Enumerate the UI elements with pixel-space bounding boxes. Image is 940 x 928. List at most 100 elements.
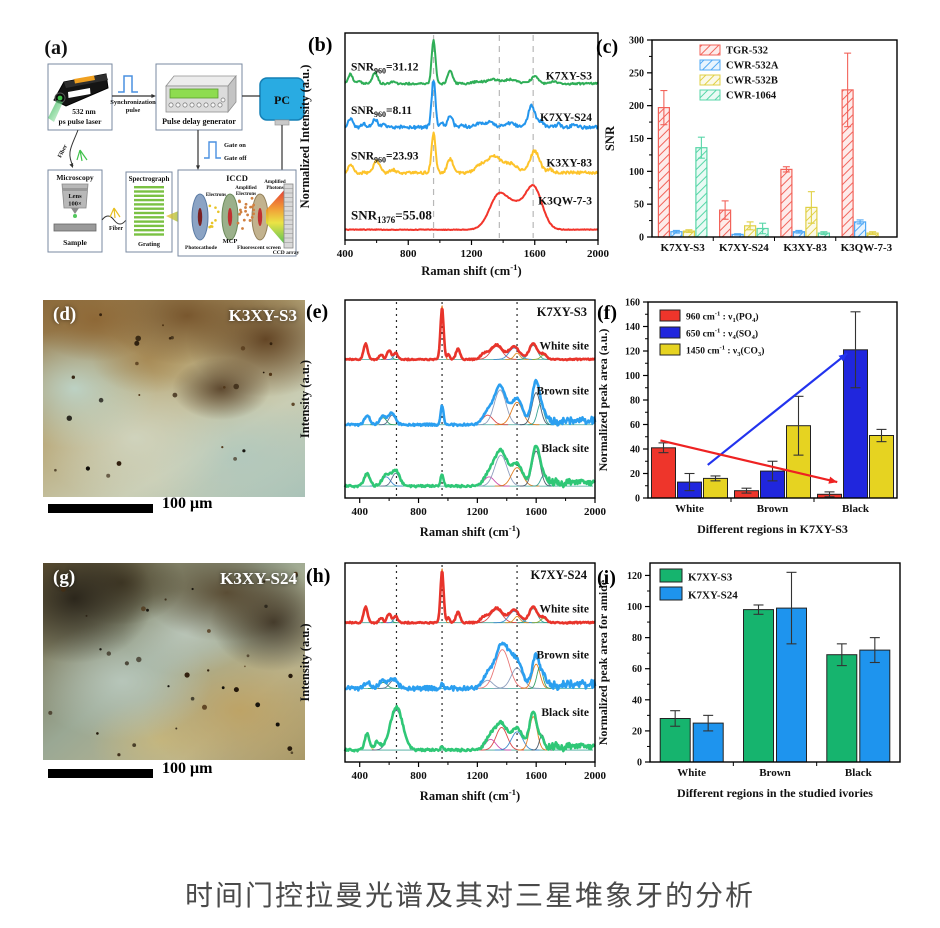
legend-label: CWR-532A <box>726 61 779 72</box>
amplified-electron-dot <box>252 212 256 216</box>
grating-line <box>134 207 164 210</box>
plot-border <box>344 299 596 499</box>
raman-snr-spectra-chart: 400 800 1200 1600 2000K7XY-S3SNR960=31.12K7X… <box>298 32 610 278</box>
tspan: CWR-532A <box>726 61 779 72</box>
x-axis-label: Raman shift (cm-1) <box>420 523 520 539</box>
legend-label: 650 cm-1 : ν4(SO4) <box>686 328 758 341</box>
tspan: K3QW-7-3 <box>538 196 592 208</box>
gate-pulse-glyph <box>204 141 221 159</box>
legend-swatch <box>659 343 681 356</box>
fit-component-curve <box>516 608 550 624</box>
x-tick-label: 2000 <box>584 770 607 782</box>
grating-line <box>134 190 164 193</box>
tspan: SNR <box>351 151 375 163</box>
tspan: SNR <box>351 208 378 223</box>
tspan: Normalized peak area for amide <box>596 579 610 745</box>
tspan: Intensity (a.u.) <box>298 623 312 701</box>
pc-label: PC <box>274 93 290 107</box>
mineral-speck <box>96 732 99 735</box>
scale-label: 100 μm <box>162 760 213 777</box>
mineral-speck <box>242 449 246 453</box>
spectrum-curve <box>344 80 599 130</box>
mineral-speck <box>66 415 72 421</box>
amplified-electron-dot <box>239 208 242 212</box>
mineral-speck <box>287 746 293 751</box>
category-label: White <box>677 767 706 779</box>
tspan: Normalized Intensity (a.u.) <box>298 65 312 209</box>
grating-line <box>134 194 164 197</box>
tspan: 1 <box>732 317 735 324</box>
mineral-speck <box>146 608 149 612</box>
legend-swatch <box>659 309 681 322</box>
mineral-speck <box>85 614 88 617</box>
tspan: CWR-1064 <box>726 91 777 102</box>
mineral-speck <box>167 685 170 688</box>
tspan: 1376 <box>377 215 396 225</box>
iccd-disc-slit <box>197 208 203 226</box>
tspan: 3 <box>737 351 741 358</box>
objective-band <box>62 188 88 191</box>
tspan: SNR <box>603 125 617 151</box>
series-label: White site <box>539 604 589 616</box>
mineral-speck <box>135 335 141 342</box>
fit-component-curve <box>472 346 520 360</box>
bar <box>869 435 894 499</box>
mineral-speck <box>293 571 298 576</box>
y-tick-label: 160 <box>625 298 640 309</box>
legend-swatch <box>659 568 683 583</box>
tspan: (PO <box>736 312 752 323</box>
fit-component-curve <box>472 609 520 624</box>
tspan: K7XY-S24 <box>688 590 738 602</box>
category-label: K3XY-83 <box>783 242 827 254</box>
mineral-speck <box>99 648 102 651</box>
laser-orange-panel <box>74 75 95 84</box>
tspan: Different regions in the studied ivories <box>677 786 873 800</box>
tspan: Raman shift (cm <box>420 789 509 803</box>
panel-tag-a: (a) <box>44 37 67 59</box>
pdg-knob <box>189 102 195 108</box>
legend-swatch <box>699 59 721 71</box>
bar <box>859 649 891 763</box>
lens-label: 100× <box>68 201 82 208</box>
amplified-electron-dot <box>237 199 241 203</box>
y-tick-label: 40 <box>632 695 642 706</box>
bar <box>743 609 774 763</box>
bar <box>695 147 708 238</box>
bar <box>651 447 676 499</box>
mineral-speck <box>263 580 266 583</box>
fiber-label: Fiber <box>57 144 69 159</box>
amplified-photons-label: Photons <box>266 186 283 191</box>
snr-bar-chart: 0 50 100 150 200 250 300 K7XY-S3 K7XY-S24 K3XY-83… <box>603 36 898 254</box>
fiber-fork-yellow <box>109 207 121 219</box>
x-tick-label: 1600 <box>525 770 548 782</box>
mineral-speck <box>98 397 104 403</box>
fit-component-curve <box>494 467 540 487</box>
pdg-knob <box>220 97 226 103</box>
micrograph-k3xy-s24: (g) K3XY-S24 <box>43 563 305 760</box>
series-label: White site <box>539 340 589 352</box>
tspan: Brown site <box>537 386 590 398</box>
y-tick-label: 40 <box>630 445 640 456</box>
mineral-speck <box>223 386 226 389</box>
tspan: 960 <box>374 110 386 119</box>
fit-component-curve <box>476 389 524 426</box>
y-tick-label: 0 <box>639 233 644 244</box>
y-axis-label: Intensity (a.u.) <box>298 623 312 701</box>
micrograph-specks <box>54 313 295 478</box>
tspan: =31.12 <box>386 62 419 74</box>
plot-border <box>649 562 901 763</box>
tspan: ) <box>755 329 758 340</box>
y-tick-label: 100 <box>625 371 640 382</box>
mineral-speck <box>290 751 294 754</box>
fiber-cable <box>101 215 127 225</box>
series-label: Brown site <box>537 649 590 661</box>
iccd-disc-slit <box>257 208 263 226</box>
tspan: Intensity (a.u.) <box>298 360 312 438</box>
tspan: (CO <box>740 346 757 357</box>
mineral-speck <box>275 722 280 727</box>
y-tick-label: 100 <box>629 167 644 178</box>
pdg-knob <box>196 102 202 108</box>
fit-component-curve <box>479 727 525 751</box>
sample-stage <box>53 223 97 232</box>
